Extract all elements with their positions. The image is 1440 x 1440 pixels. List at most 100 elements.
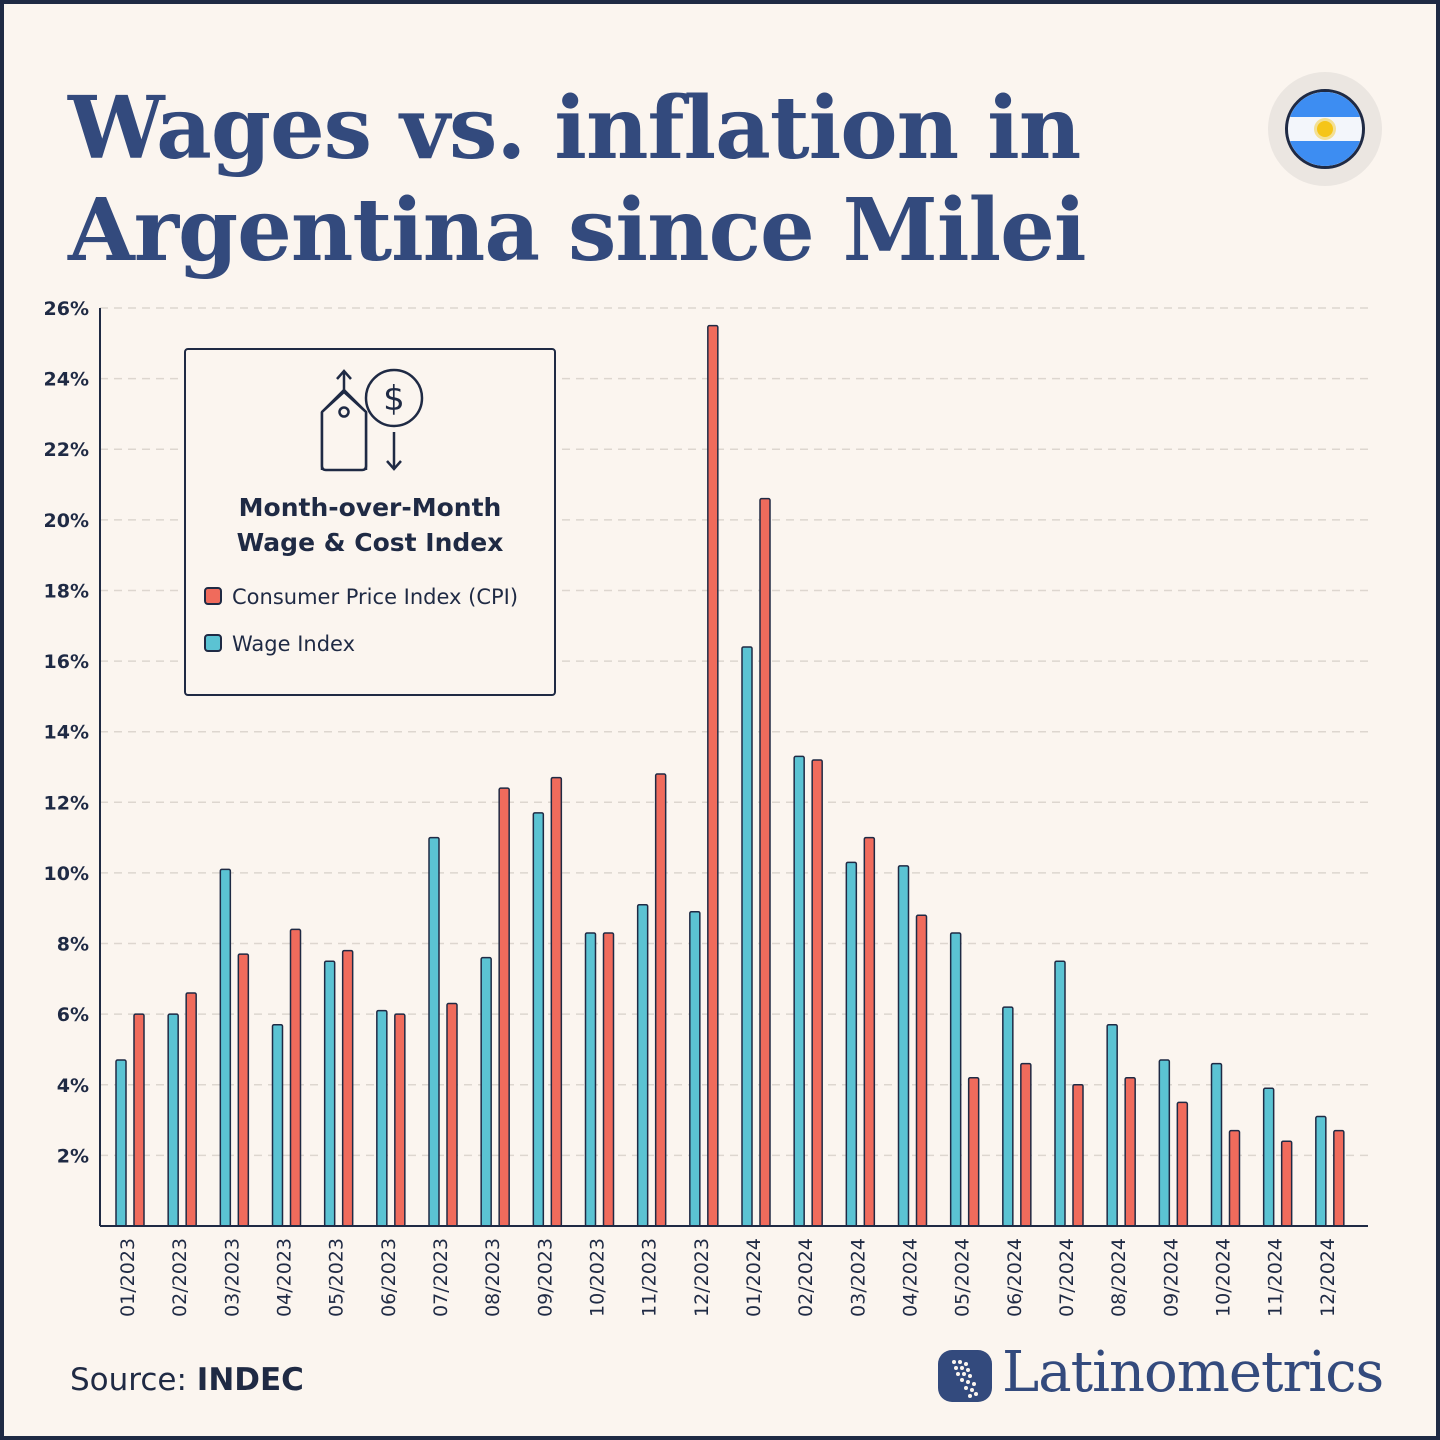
bar-cpi <box>811 759 823 1227</box>
logo-dot <box>956 1372 960 1376</box>
bar-wage-index <box>532 812 545 1227</box>
bar-wage-index <box>1262 1087 1275 1227</box>
x-tick-label: 10/2024 <box>1213 1238 1235 1317</box>
bar-wage-index <box>271 1023 284 1227</box>
bar-cpi <box>1124 1076 1136 1227</box>
x-tick-label: 11/2024 <box>1265 1238 1287 1317</box>
bar-wage-index <box>845 861 858 1227</box>
chart-title-line-2: Argentina since Milei <box>68 180 1087 281</box>
bar-wage-index <box>376 1009 388 1227</box>
bar-wage-index <box>584 932 597 1227</box>
x-tick-label: 10/2023 <box>587 1238 609 1317</box>
bar-wage-index <box>1002 1006 1014 1227</box>
bar-cpi <box>915 914 928 1227</box>
legend-title: Month-over-Month Wage & Cost Index <box>186 490 554 560</box>
source-label: Source: <box>70 1362 187 1398</box>
bar-cpi <box>602 932 615 1227</box>
svg-text:$: $ <box>383 379 405 419</box>
y-tick-label: 8% <box>57 934 89 956</box>
legend-title-line-2: Wage & Cost Index <box>236 528 504 557</box>
logo-dot <box>968 1374 972 1378</box>
logo-dot <box>952 1360 956 1364</box>
bar-wage-index <box>689 911 701 1227</box>
bar-cpi <box>707 324 719 1227</box>
y-tick-label: 14% <box>44 722 89 744</box>
y-tick-label: 16% <box>44 651 89 673</box>
y-tick-label: 20% <box>44 510 89 532</box>
logo-dot <box>968 1394 972 1398</box>
bar-cpi <box>133 1013 145 1227</box>
logo-dot <box>964 1362 968 1366</box>
bar-cpi <box>1333 1129 1345 1227</box>
bar-wage-index <box>741 646 753 1227</box>
bar-cpi <box>446 1002 458 1227</box>
latinometrics-logo-icon <box>938 1350 992 1402</box>
bar-cpi <box>341 949 354 1227</box>
x-tick-label: 03/2024 <box>847 1238 869 1317</box>
x-tick-label: 04/2023 <box>274 1238 296 1317</box>
bar-wage-index <box>1158 1059 1171 1227</box>
x-tick-label: 05/2024 <box>952 1238 974 1317</box>
logo-dot <box>962 1372 966 1376</box>
bar-cpi <box>498 787 510 1227</box>
logo-dot <box>964 1386 968 1390</box>
chart-title: Wages vs. inflation in Argentina since M… <box>68 78 1168 282</box>
x-tick-label: 07/2024 <box>1056 1238 1078 1317</box>
bar-wage-index <box>323 960 336 1227</box>
chart-title-line-1: Wages vs. inflation in <box>68 78 1081 179</box>
argentina-flag-icon <box>1268 72 1382 186</box>
x-tick-label: 04/2024 <box>900 1238 922 1317</box>
bar-cpi <box>967 1076 980 1227</box>
bar-wage-index <box>949 932 962 1227</box>
source-value: INDEC <box>196 1362 304 1398</box>
brand-name: Latinometrics <box>1002 1340 1384 1405</box>
bar-wage-index <box>897 865 910 1227</box>
bar-cpi <box>759 497 771 1227</box>
logo-dot <box>960 1366 964 1370</box>
y-tick-label: 26% <box>44 298 89 320</box>
bar-cpi <box>1072 1084 1084 1227</box>
y-tick-label: 24% <box>44 369 89 391</box>
bar-wage-index <box>636 903 649 1227</box>
x-tick-label: 12/2023 <box>691 1238 713 1317</box>
logo-dot <box>966 1380 970 1384</box>
bar-wage-index <box>115 1059 127 1227</box>
bar-cpi <box>550 776 563 1227</box>
flag-band-top <box>1288 92 1362 117</box>
legend-title-line-1: Month-over-Month <box>238 493 502 522</box>
sun-icon <box>1317 121 1333 137</box>
logo-dot <box>972 1382 976 1386</box>
x-tick-label: 01/2023 <box>117 1238 139 1317</box>
y-tick-label: 12% <box>44 792 89 814</box>
bar-wage-index <box>1210 1062 1223 1227</box>
x-tick-label: 08/2024 <box>1108 1238 1130 1317</box>
x-tick-label: 09/2024 <box>1160 1238 1182 1317</box>
y-tick-label: 2% <box>57 1145 89 1167</box>
bar-wage-index <box>428 836 440 1227</box>
legend: $ Month-over-Month Wage & Cost Index Con… <box>184 348 556 696</box>
bar-wage-index <box>1315 1115 1327 1227</box>
bar-wage-index <box>1106 1023 1118 1227</box>
bar-wage-index <box>167 1013 179 1227</box>
x-tick-label: 07/2023 <box>430 1238 452 1317</box>
y-tick-label: 10% <box>44 863 89 885</box>
bar-cpi <box>1176 1101 1189 1227</box>
x-tick-label: 06/2023 <box>378 1238 400 1317</box>
y-tick-label: 18% <box>44 580 89 602</box>
x-tick-label: 08/2023 <box>482 1238 504 1317</box>
bar-cpi <box>289 928 302 1227</box>
x-tick-label: 02/2024 <box>795 1238 817 1317</box>
bar-wage-index <box>1054 960 1066 1227</box>
bar-cpi <box>185 992 197 1227</box>
legend-label-cpi: Consumer Price Index (CPI) <box>232 585 519 609</box>
x-tick-label: 03/2023 <box>221 1238 243 1317</box>
bar-wage-index <box>793 755 805 1227</box>
x-tick-label: 09/2023 <box>534 1238 556 1317</box>
logo-dot <box>966 1368 970 1372</box>
logo-dot <box>958 1360 962 1364</box>
price-tag-dollar-icon: $ <box>320 368 424 472</box>
bar-wage-index <box>219 868 232 1227</box>
logo-dot <box>974 1392 978 1396</box>
legend-label-wage: Wage Index <box>232 632 356 656</box>
